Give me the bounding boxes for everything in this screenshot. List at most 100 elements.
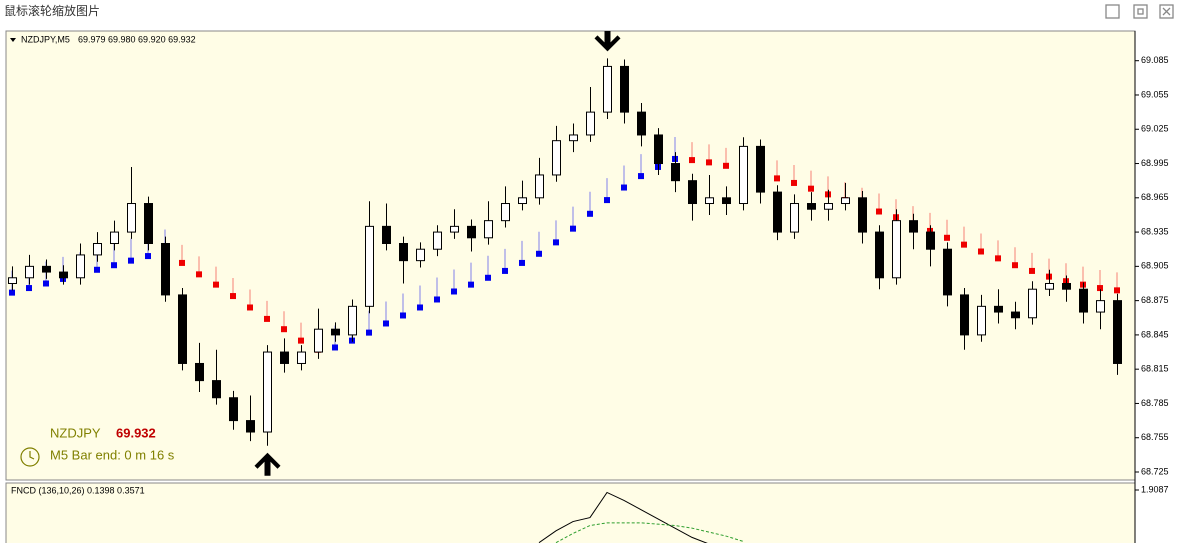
- candle-body: [569, 134, 578, 142]
- y-tick-label: 69.025: [1141, 124, 1169, 134]
- candle-body: [1028, 288, 1037, 319]
- trend-point: [298, 337, 304, 344]
- candle-body: [59, 271, 68, 279]
- trend-point: [944, 234, 950, 241]
- trend-point: [1097, 285, 1103, 292]
- candle-body: [603, 65, 612, 113]
- candle-body: [688, 180, 697, 205]
- trend-point: [1012, 262, 1018, 269]
- candle-body: [501, 203, 510, 222]
- trend-point: [570, 225, 576, 232]
- symbol-header: NZDJPY,M5: [21, 34, 70, 44]
- y-tick-label: 68.845: [1141, 329, 1169, 339]
- candle-body: [1045, 282, 1054, 290]
- candle-body: [246, 420, 255, 433]
- signal-arrow: [594, 31, 621, 52]
- y-tick-label: 68.755: [1141, 432, 1169, 442]
- close-button[interactable]: [1159, 4, 1174, 19]
- trend-point: [587, 210, 593, 217]
- candle-body: [790, 203, 799, 233]
- maximize-icon: [1137, 8, 1144, 15]
- y-tick-label: 68.785: [1141, 398, 1169, 408]
- candle-body: [773, 191, 782, 233]
- candle-body: [1079, 288, 1088, 313]
- candle-body: [756, 145, 765, 193]
- trend-point: [638, 173, 644, 180]
- candle-body: [807, 203, 816, 210]
- candle-body: [399, 243, 408, 262]
- candle-body: [552, 140, 561, 176]
- candle-body: [960, 294, 969, 336]
- trend-point: [961, 241, 967, 248]
- candle-body: [943, 248, 952, 296]
- y-tick-label: 68.995: [1141, 158, 1169, 168]
- trend-point: [978, 248, 984, 255]
- candle-body: [416, 248, 425, 262]
- candle-body: [8, 277, 17, 284]
- popout-button[interactable]: [1105, 4, 1120, 19]
- indicator-tick-label: 1.9087: [1141, 484, 1169, 494]
- trend-point: [43, 280, 49, 287]
- trend-point: [502, 267, 508, 274]
- candle-body: [365, 225, 374, 307]
- candle-body: [450, 225, 459, 233]
- trend-point: [366, 329, 372, 336]
- candle-body: [195, 362, 204, 382]
- trend-point: [808, 185, 814, 192]
- candle-body: [977, 305, 986, 336]
- ohlc-header: 69.979 69.980 69.920 69.932: [78, 34, 196, 44]
- candle-body: [263, 351, 272, 433]
- candle-body: [654, 134, 663, 165]
- candle-body: [875, 231, 884, 279]
- trend-point: [553, 239, 559, 246]
- candle-body: [467, 225, 476, 239]
- trend-point: [213, 281, 219, 288]
- indicator-line: [555, 522, 744, 543]
- candle-body: [348, 305, 357, 336]
- candle-body: [280, 351, 289, 364]
- candle-body: [909, 220, 918, 233]
- trend-point: [995, 255, 1001, 262]
- trend-point: [417, 304, 423, 311]
- candle-body: [926, 231, 935, 250]
- y-tick-label: 69.085: [1141, 55, 1169, 65]
- candle-body: [25, 265, 34, 279]
- candle-body: [841, 197, 850, 205]
- candle-body: [824, 203, 833, 210]
- candle-body: [858, 197, 867, 233]
- candle-body: [314, 328, 323, 353]
- candle-body: [705, 197, 714, 205]
- candle-body: [892, 220, 901, 279]
- candle-body: [1062, 282, 1071, 290]
- signal-arrow: [254, 452, 281, 476]
- trend-point: [383, 320, 389, 327]
- candle-body: [1113, 300, 1122, 364]
- info-symbol: NZDJPY: [50, 425, 101, 440]
- y-tick-label: 68.935: [1141, 226, 1169, 236]
- trend-point: [145, 253, 151, 260]
- candle-body: [671, 163, 680, 182]
- trend-point: [536, 250, 542, 257]
- candle-body: [127, 203, 136, 233]
- window-buttons[interactable]: [1105, 4, 1174, 19]
- candle-body: [93, 243, 102, 256]
- trend-point: [434, 296, 440, 303]
- trend-point: [94, 266, 100, 273]
- candle-body: [518, 197, 527, 205]
- candle-body: [178, 294, 187, 364]
- candle-body: [739, 145, 748, 205]
- y-tick-label: 68.815: [1141, 364, 1169, 374]
- menu-triangle: [10, 38, 16, 42]
- trend-point: [451, 288, 457, 295]
- main-panel: [5, 30, 1136, 481]
- candle-body: [212, 380, 221, 399]
- trend-point: [179, 259, 185, 266]
- candle-body: [144, 203, 153, 245]
- trend-point: [332, 344, 338, 351]
- candle-body: [1096, 300, 1105, 313]
- candle-body: [382, 225, 391, 245]
- y-tick-label: 68.725: [1141, 466, 1169, 476]
- maximize-button[interactable]: [1133, 4, 1148, 19]
- candle-body: [161, 243, 170, 296]
